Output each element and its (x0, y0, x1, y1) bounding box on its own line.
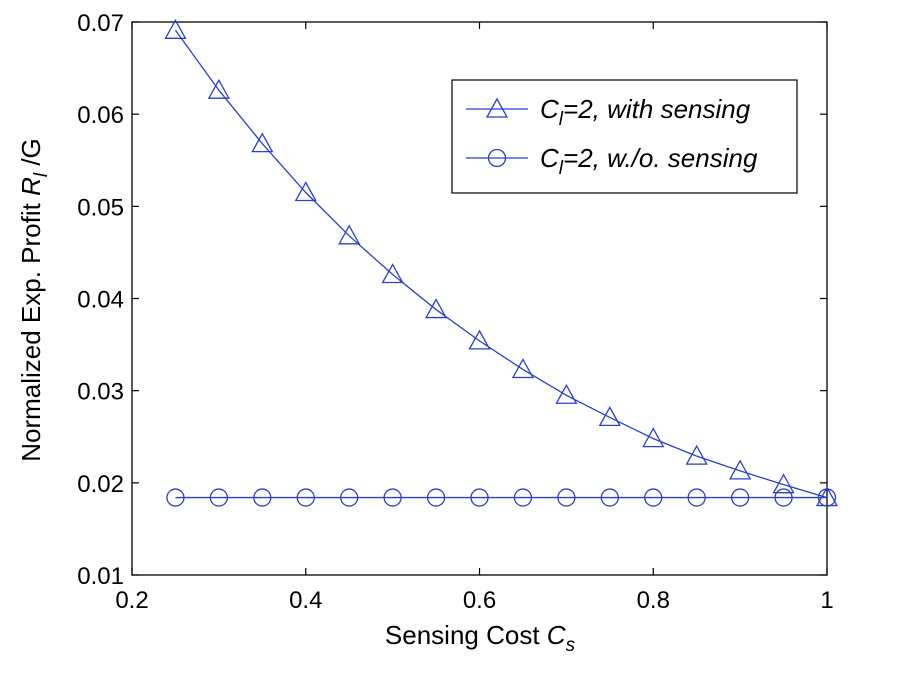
legend-label: Cl=2, with sensing (540, 94, 751, 130)
y-tick-label: 0.06 (77, 102, 124, 129)
y-tick-label: 0.07 (77, 10, 124, 37)
legend-item: Cl=2, with sensing (466, 94, 751, 130)
legend: Cl=2, with sensing Cl=2, w./o. sensing (451, 79, 798, 194)
x-tick-label: 0.4 (289, 587, 322, 614)
y-tick-label: 0.02 (77, 471, 124, 498)
x-tick-label: 0.2 (115, 587, 148, 614)
data-point (774, 488, 793, 507)
data-point (598, 406, 621, 427)
data-point (166, 488, 185, 507)
y-tick-label: 0.01 (77, 563, 124, 590)
data-point (209, 488, 229, 507)
data-point (381, 263, 404, 284)
x-tick-label: 0.8 (637, 587, 670, 614)
data-point (772, 473, 795, 494)
data-point (555, 383, 578, 404)
data-point (513, 488, 533, 507)
y-tick-label: 0.05 (77, 194, 124, 221)
data-point (687, 488, 706, 507)
data-point (426, 488, 446, 507)
data-point (470, 488, 489, 507)
data-point (164, 18, 187, 39)
data-point (730, 488, 750, 507)
series-circle (166, 488, 837, 507)
data-point (729, 459, 752, 480)
data-point (251, 132, 274, 153)
x-tick-label: 0.6 (463, 587, 496, 614)
legend-label: Cl=2, w./o. sensing (540, 143, 758, 179)
data-point (340, 488, 359, 507)
data-point (817, 488, 837, 507)
legend-marker (487, 148, 507, 168)
data-point (253, 488, 272, 507)
data-point (207, 78, 230, 99)
legend-marker (485, 97, 509, 118)
data-point (294, 181, 317, 202)
data-point (424, 298, 448, 319)
x-axis-label: Sensing Cost Cs (385, 620, 576, 656)
data-point (685, 444, 708, 465)
data-point (468, 329, 491, 350)
data-point (511, 358, 535, 379)
y-axis-label: Normalized Exp. Profit Rl /G (16, 138, 52, 462)
series-triangle (164, 18, 839, 507)
axis-ticks: 0.2 0.4 0.6 0.8 1 0.01 0.02 0.03 0.04 0.05 0.06 0.0… (77, 10, 833, 614)
data-point (642, 427, 665, 448)
data-point (600, 488, 619, 507)
data-point (338, 224, 361, 245)
y-tick-label: 0.04 (77, 287, 124, 314)
legend-box (451, 79, 798, 194)
x-tick-label: 1 (820, 587, 833, 614)
series-line (174, 29, 828, 499)
data-point (644, 488, 663, 507)
y-tick-label: 0.03 (77, 379, 124, 406)
data-point (383, 488, 402, 507)
data-point (296, 488, 315, 507)
legend-item: Cl=2, w./o. sensing (466, 143, 758, 179)
data-point (557, 488, 576, 507)
series-layer (164, 18, 839, 507)
